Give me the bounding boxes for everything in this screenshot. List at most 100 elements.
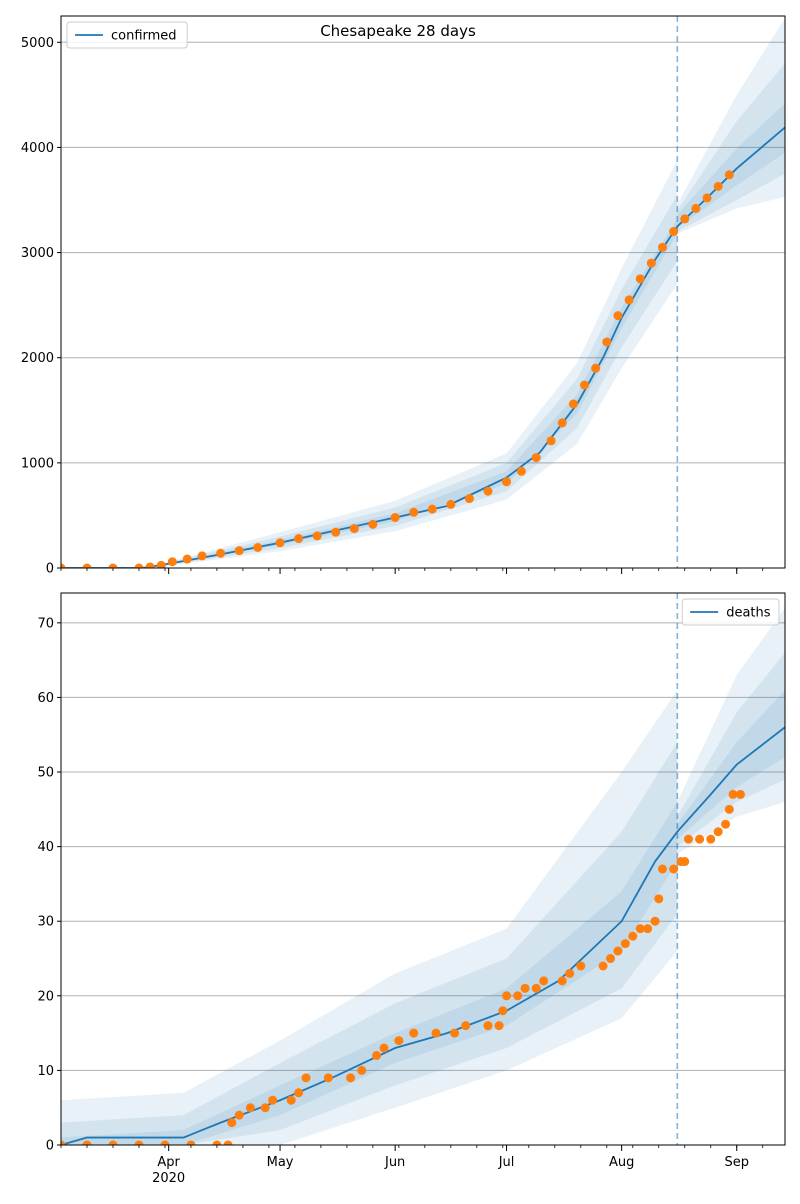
data-point [234,1110,244,1120]
data-point [502,991,512,1001]
data-point [464,494,474,504]
data-point [245,1103,255,1113]
data-point [461,1021,471,1031]
data-point [724,804,734,814]
x-axis [60,568,764,574]
data-point [606,954,615,964]
y-tick-label: 0 [46,1139,54,1154]
data-point [301,1073,311,1083]
y-axis: 0 1000 2000 3000 4000 5000 [21,36,61,577]
data-point [691,203,701,213]
y-tick-label: 50 [37,766,54,781]
data-point [394,1036,404,1046]
data-point [498,1006,508,1016]
data-point [197,551,207,561]
x-tick-label: May [267,1155,294,1170]
data-point [212,1140,222,1145]
x-tick-label: Sep [724,1155,749,1170]
data-point [624,295,634,305]
data-point [713,181,723,191]
data-point [591,363,601,373]
data-point [156,560,166,568]
y-axis: 0 10 20 30 40 50 60 70 [37,616,61,1154]
band-outer [61,18,785,568]
data-point [654,894,664,904]
band-middle [61,63,785,568]
data-point [494,1021,504,1031]
data-point [108,1140,118,1145]
data-point [108,563,118,568]
data-point [294,534,304,544]
y-tick-label: 0 [46,562,54,577]
data-point [253,543,263,552]
data-point [186,1140,196,1145]
data-point [160,1140,170,1145]
observed-points [61,789,745,1145]
data-point [450,1028,460,1038]
data-point [223,1140,233,1145]
data-point [580,380,590,390]
data-point [82,563,92,568]
data-point [635,924,645,934]
data-point [628,931,638,941]
data-point [669,864,679,874]
data-point [446,499,456,509]
data-point [557,976,567,986]
data-point [646,258,656,268]
legend-label: confirmed [111,29,177,44]
data-point [680,214,690,224]
data-point [331,527,341,537]
data-point [576,961,586,971]
data-point [635,274,645,284]
data-point [409,1028,419,1038]
x-tick-label: Jun [384,1155,405,1170]
y-tick-label: 1000 [21,456,54,471]
confidence-bands [61,607,785,1145]
data-point [260,1103,270,1113]
data-point [546,436,556,446]
observed-points [61,170,734,568]
band-inner [61,689,785,1145]
data-point [275,538,285,548]
data-point [702,193,712,203]
y-tick-label: 2000 [21,351,54,366]
data-point [182,554,192,564]
data-point [598,961,608,971]
y-tick-label: 30 [37,915,54,930]
data-point [502,477,512,487]
data-point [134,1140,144,1145]
data-point [134,563,144,568]
data-point [565,968,575,978]
data-point [286,1095,296,1105]
data-point [390,513,400,523]
confidence-bands [61,18,785,568]
series-deaths-line [61,726,785,1145]
data-point [167,557,177,567]
data-point [520,983,530,993]
data-point [568,399,578,409]
data-point [409,507,419,517]
data-point [294,1088,304,1098]
data-point [728,789,738,799]
legend-box [66,21,188,49]
y-tick-label: 20 [37,989,54,1004]
data-point [695,834,705,844]
data-point [357,1065,367,1075]
data-point [680,857,690,867]
data-point [531,983,541,993]
data-point [483,486,493,496]
data-point [557,418,567,428]
legend-label: deaths [726,606,771,621]
data-point [349,524,359,534]
data-point [513,991,523,1001]
data-point [539,976,549,986]
data-point [657,242,667,252]
data-point [657,864,667,874]
data-point [427,504,437,514]
data-point [613,311,623,321]
x-tick-label: Apr [157,1155,180,1170]
data-point [724,170,734,180]
